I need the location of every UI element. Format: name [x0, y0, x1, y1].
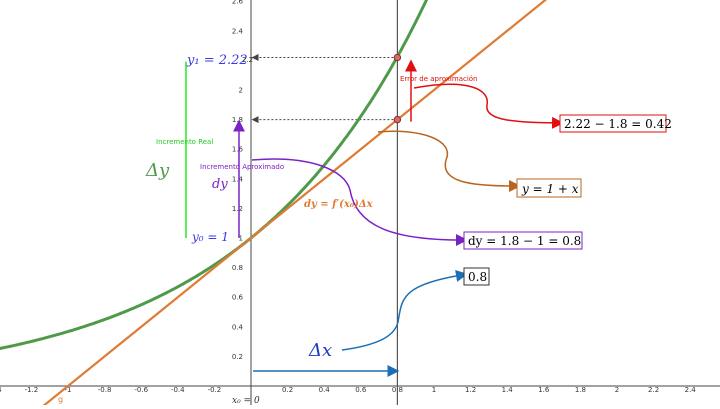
y-tick-label: 1.4 [232, 175, 244, 183]
y-tick-label: 0.8 [232, 264, 243, 272]
label-y0: y₀ = 1 [191, 230, 229, 244]
y-tick-label: 1.8 [232, 116, 243, 124]
x-tick-label: 2.4 [685, 386, 697, 394]
x-tick-label: 0.4 [319, 386, 331, 394]
y-tick-label: 1.2 [232, 205, 243, 213]
point-1-8[interactable] [393, 115, 402, 124]
box-error-value-text: 2.22 − 1.8 = 0.42 [564, 117, 672, 131]
x-tick-label: 0.6 [355, 386, 367, 394]
box-tangent-equation [516, 178, 582, 198]
label-incremento-aproximado: Incremento Aproximado [200, 163, 284, 171]
x-tick-label: -0.6 [134, 386, 148, 394]
y-tick-label: 0.2 [232, 353, 243, 361]
x-tick-label: 2 [615, 386, 619, 394]
x-tick-label: -1 [65, 386, 72, 394]
x-tick-label: -0.8 [98, 386, 112, 394]
box-dy-value [463, 231, 583, 250]
box-tangent-equation-text: y = 1 + x [521, 182, 579, 196]
x-tick-label: 2.2 [648, 386, 659, 394]
y-tick-label: 0.6 [232, 294, 244, 302]
x-tick-label: 1.2 [465, 386, 476, 394]
callout-dx [341, 270, 468, 351]
callout-error [413, 83, 564, 129]
callout-dy [251, 158, 468, 246]
box-dy-value-text: dy = 1.8 − 1 = 0.8 [468, 234, 581, 248]
y-tick-label: 2.6 [232, 0, 244, 6]
callout-tangent [377, 130, 521, 192]
label-y1: y₁ = 2.22 [186, 53, 248, 68]
x-tick-label: 0.2 [282, 386, 293, 394]
y-tick-label: 1.6 [232, 146, 244, 154]
y-tick-label: 0.4 [232, 323, 244, 331]
label-delta-x: Δx [308, 340, 332, 361]
label-incremento-real: Incremento Real [156, 138, 213, 146]
tangent-line [39, 0, 548, 409]
x-tick-label: -1.2 [25, 386, 39, 394]
x-tick-label: -0.4 [171, 386, 185, 394]
x-tick-label: 1 [432, 386, 436, 394]
label-error: Error de aproximación [400, 75, 478, 83]
x-tick-label: 1.4 [502, 386, 514, 394]
y-tick-label: 2 [239, 87, 243, 95]
label-dy: dy [212, 177, 228, 192]
x-tick-label: -0.2 [208, 386, 222, 394]
y-tick-label: 2.4 [232, 27, 244, 35]
box-dx-value [463, 267, 490, 286]
x-tick-label: 1.6 [538, 386, 550, 394]
x-tick-labels: -1.4-1.2-1-0.8-0.6-0.4-0.20.20.40.60.811… [0, 386, 697, 394]
box-error-value [559, 114, 667, 133]
point-y1[interactable] [393, 53, 402, 62]
x-tick-label: -1.4 [0, 386, 2, 394]
y-tick-label: 1 [239, 235, 243, 243]
label-differential-formula: dy = f′(x₀)Δx [304, 199, 374, 210]
exponential-curve [0, 0, 429, 351]
box-dx-value-text: 0.8 [468, 270, 487, 284]
label-y1-tick: 2.2 [242, 56, 253, 64]
label-x0: x₀ = 0 [232, 396, 260, 405]
x-tick-label: 1.8 [575, 386, 586, 394]
label-delta-y: Δy [145, 160, 170, 181]
label-tangent-g: g [58, 395, 63, 404]
